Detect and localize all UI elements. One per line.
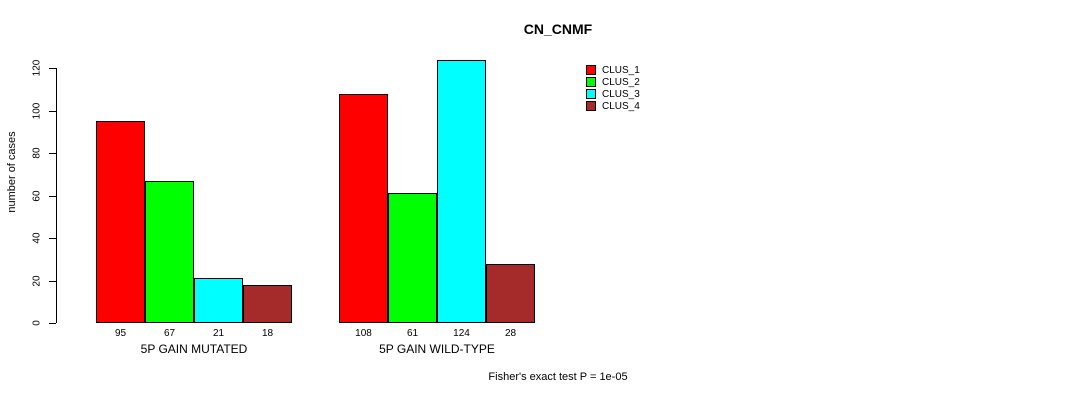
y-axis-tick [49,68,56,69]
bar-clus_4-group1 [243,284,292,323]
bar-value-label: 28 [504,328,517,339]
legend-color-swatch [586,77,596,87]
x-axis-category-label: 5P GAIN MUTATED [140,342,248,356]
fisher-test-annotation: Fisher's exact test P = 1e-05 [488,371,628,383]
y-axis-tick [49,195,56,197]
bar-value-label: 124 [453,328,470,339]
y-axis-tick [49,238,56,239]
legend-item-label: CLUS_1 [602,64,640,76]
bar-value-label: 21 [212,328,225,339]
legend-item-label: CLUS_3 [602,88,640,100]
y-axis-tick-label: 60 [31,189,43,202]
legend-color-swatch [586,65,596,75]
legend: CLUS_1 CLUS_2 CLUS_3 CLUS_4 [586,64,640,112]
legend-color-swatch [586,89,596,99]
y-axis-tick-label: 20 [31,274,43,287]
y-axis-tick-label: 0 [31,320,43,326]
bar-clus_1-group1 [96,121,145,323]
bar-clus_2-group1 [145,180,194,323]
legend-item: CLUS_4 [586,100,640,112]
bar-clus_2-group2 [388,193,437,323]
bar-value-label: 108 [355,328,372,339]
legend-item-label: CLUS_2 [602,76,640,88]
bar-clus_3-group2 [437,59,486,323]
y-axis-line [56,68,57,323]
bar-clus_4-group2 [486,263,535,323]
y-axis-tick [49,110,56,112]
legend-item: CLUS_1 [586,64,640,76]
y-axis-tick [49,323,56,324]
legend-item-label: CLUS_4 [602,100,640,112]
y-axis-tick [49,280,56,282]
legend-item: CLUS_2 [586,76,640,88]
bar-value-label: 95 [114,328,127,339]
bar-value-label: 67 [163,328,176,339]
chart-title: CN_CNMF [523,21,593,37]
y-axis-tick-label: 100 [31,102,43,119]
y-axis-tick-label: 80 [31,147,43,159]
bar-clus_1-group2 [339,93,388,323]
legend-color-swatch [586,101,596,111]
bar-clus_3-group1 [194,278,243,323]
x-axis-category-label: 5P GAIN WILD-TYPE [379,342,495,356]
bar-value-label: 61 [406,328,419,339]
legend-item: CLUS_3 [586,88,640,100]
y-axis-tick-label: 40 [31,232,43,244]
y-axis-tick-label: 120 [31,59,43,77]
y-axis-label: number of cases [6,131,18,213]
y-axis-tick [49,153,56,154]
bar-value-label: 18 [261,328,274,339]
